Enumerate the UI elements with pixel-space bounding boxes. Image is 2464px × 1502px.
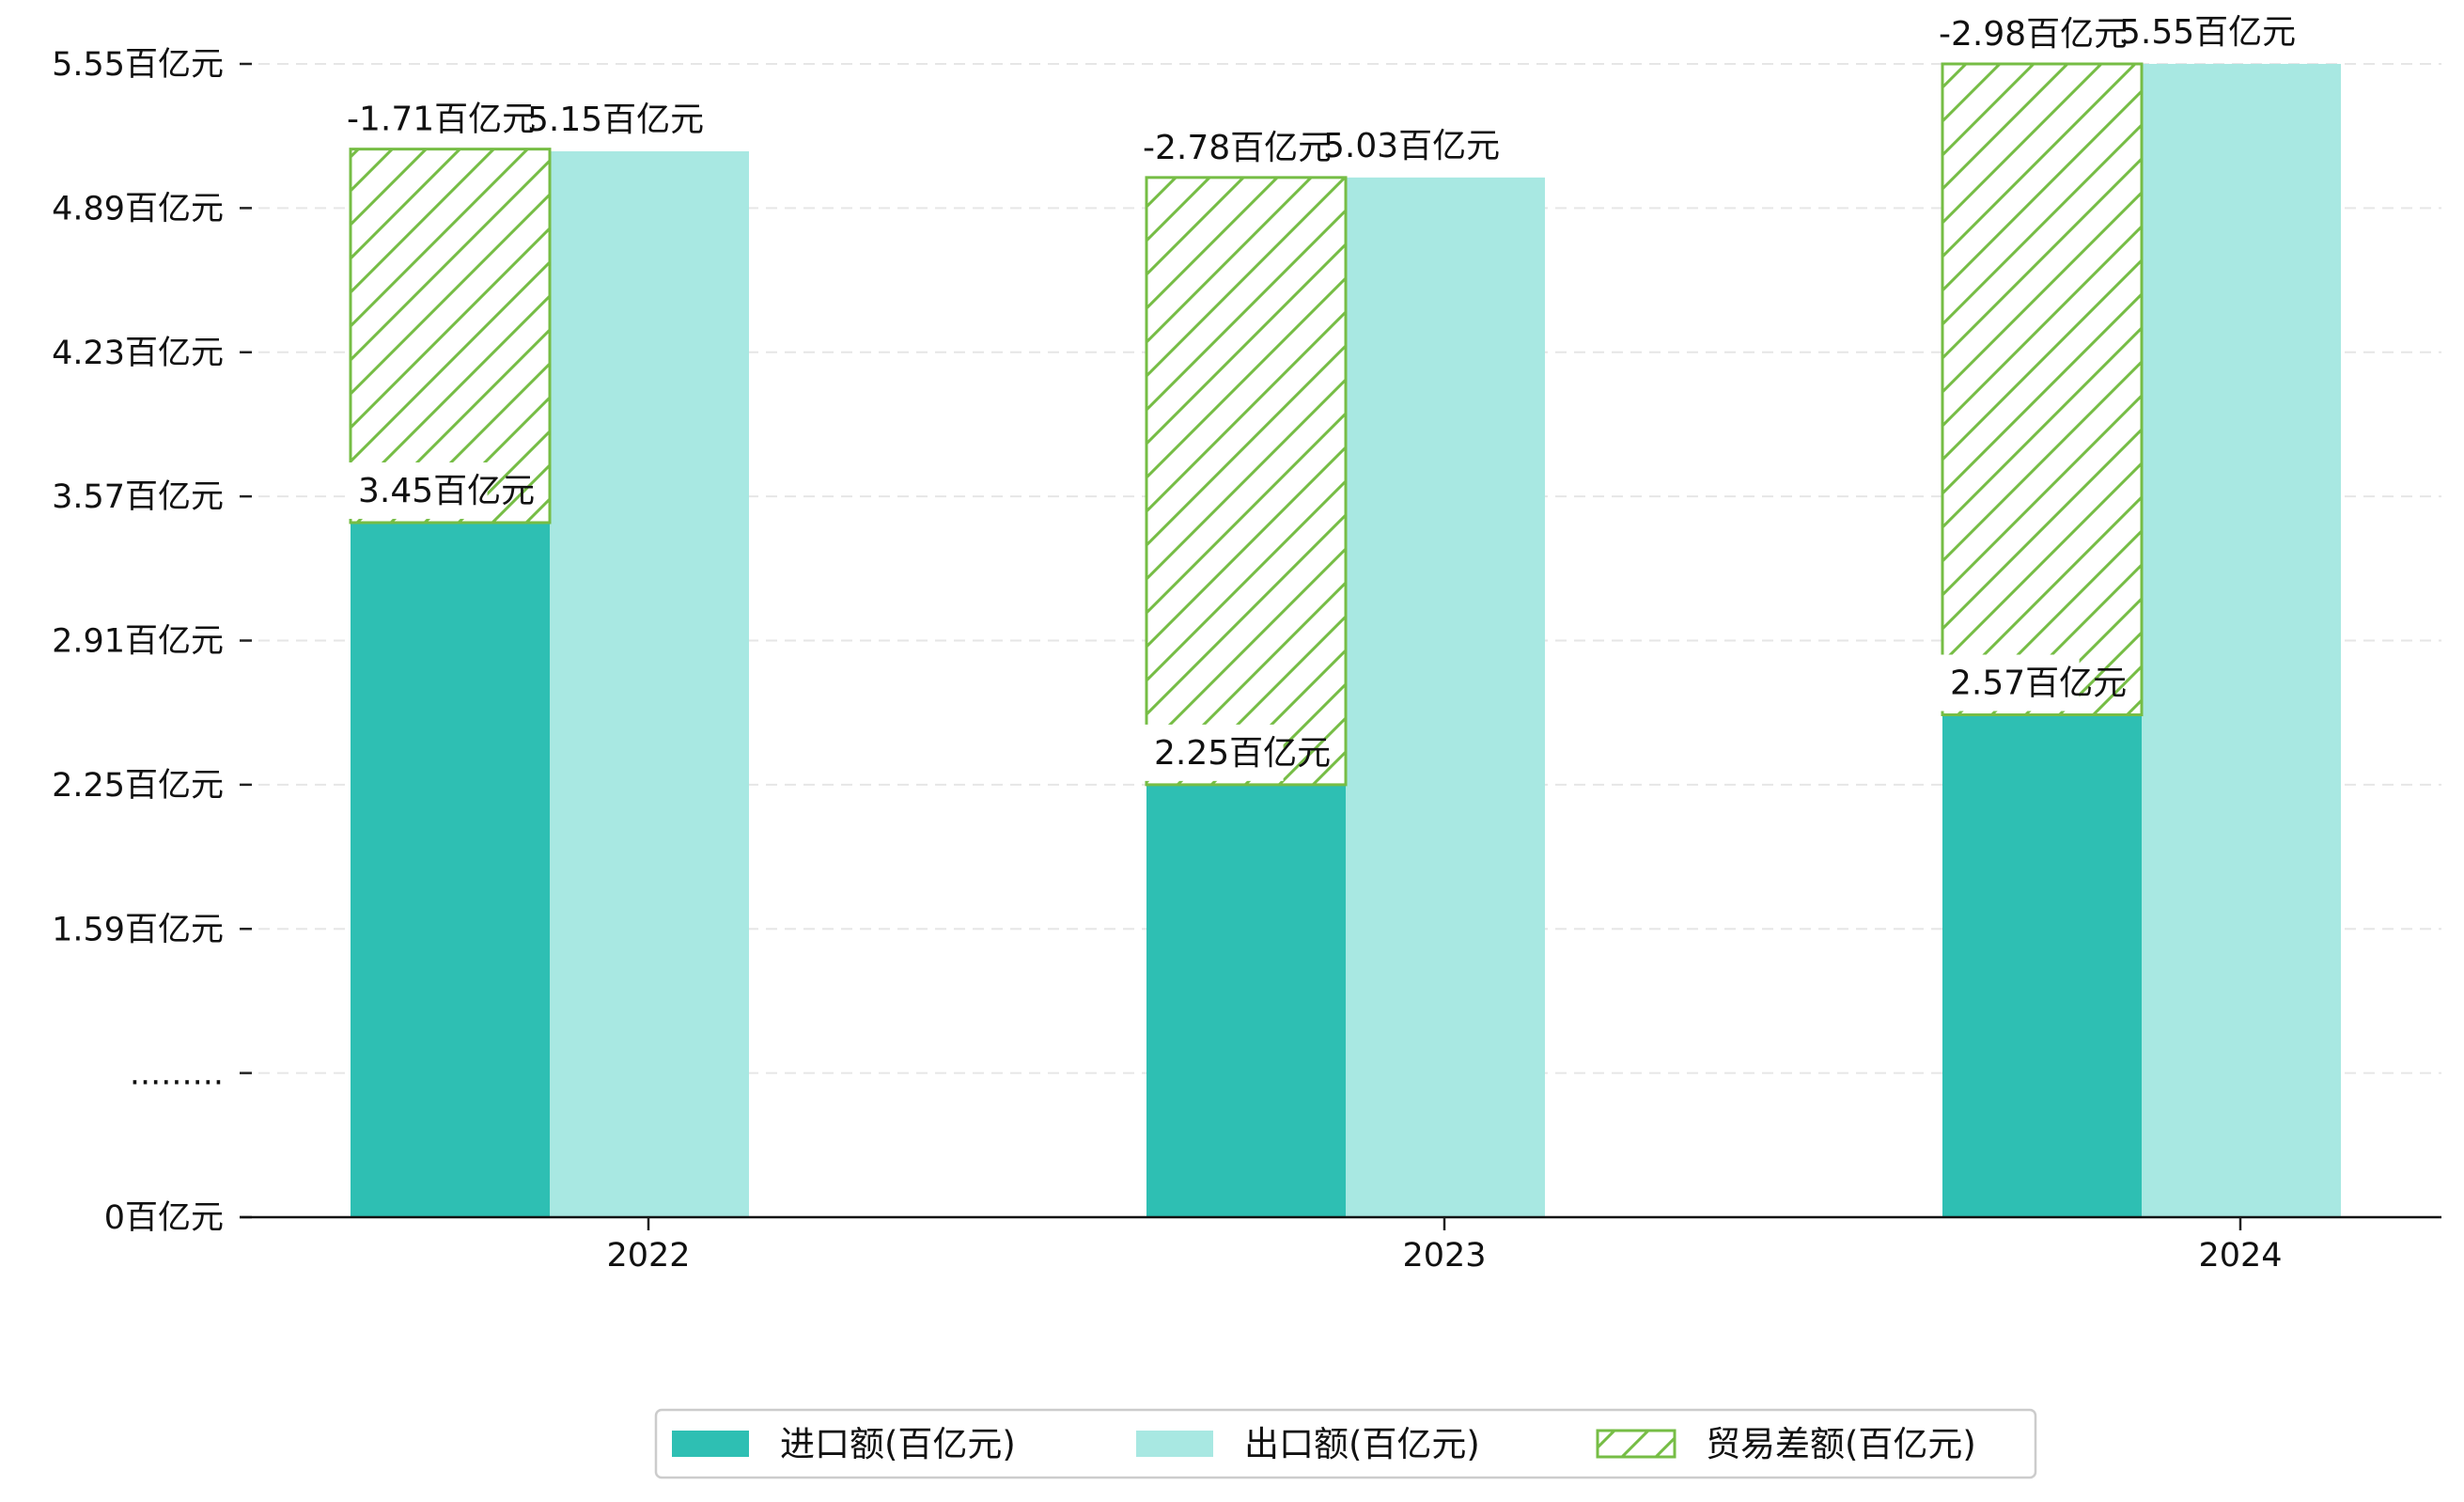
import-label-2022: 3.45百亿元 — [358, 472, 535, 510]
import-bar-2023 — [1146, 784, 1346, 1217]
balance-label-2024-bg — [1927, 6, 2086, 62]
y-tick-label: 1.59百亿元 — [52, 911, 224, 948]
import-label-2022-bg — [347, 462, 488, 520]
y-tick-label: 3.57百亿元 — [52, 478, 224, 516]
export-bar-2024 — [2142, 64, 2341, 1217]
balance-bar-2022 — [349, 148, 552, 524]
import-label-2024: 2.57百亿元 — [1950, 665, 2127, 703]
import-label-2024-bg — [1939, 654, 2080, 712]
import-label-2023: 2.25百亿元 — [1154, 734, 1331, 773]
balance-bar-2024 — [1941, 62, 2144, 717]
legend: 进口额(百亿元) 出口额(百亿元) 贸易差额(百亿元) — [654, 1408, 2037, 1479]
export-label-2022-bg — [516, 90, 657, 148]
balance-label-2024: -2.98百亿元 — [1939, 15, 2128, 54]
x-tick-label: 2022 — [606, 1237, 690, 1275]
x-tick-label: 2024 — [2198, 1237, 2282, 1275]
y-tick-label: 4.89百亿元 — [52, 190, 224, 227]
export-label-2023: 5.03百亿元 — [1323, 127, 1500, 165]
legend-swatch-2 — [1596, 1429, 1676, 1459]
export-label-2024-bg — [2108, 4, 2249, 60]
balance-label-2023-bg — [1131, 118, 1290, 176]
balance-label-2022-group: -1.71百亿元 — [335, 90, 536, 148]
export-label-2023-bg — [1312, 117, 1453, 174]
y-tick-label: 4.23百亿元 — [52, 335, 224, 372]
import-label-2023-bg — [1143, 724, 1284, 781]
y-tick-label: 2.91百亿元 — [52, 623, 224, 661]
import-bar-2022 — [351, 523, 550, 1217]
legend-frame — [654, 1408, 2037, 1479]
balance-label-2023-group: -2.78百亿元 — [1131, 118, 1332, 176]
import-label-2022-group: 3.45百亿元 — [347, 462, 535, 520]
legend-label-1: 出口额(百亿元) — [1244, 1424, 1480, 1464]
x-tick-label: 2023 — [1402, 1237, 1486, 1275]
legend-label-0: 进口额(百亿元) — [780, 1424, 1016, 1464]
balance-label-2022-bg — [335, 90, 494, 148]
export-label-2022-group: 5.15百亿元 — [516, 90, 704, 148]
export-label-2024: 5.55百亿元 — [2119, 13, 2296, 52]
legend-swatch-1 — [1136, 1431, 1213, 1457]
export-label-2023-group: 5.03百亿元 — [1312, 117, 1500, 174]
export-label-2024-group: 5.55百亿元 — [2108, 4, 2296, 60]
y-tick-label: ......... — [130, 1056, 224, 1093]
legend-swatch-0 — [672, 1431, 749, 1457]
balance-label-2024-group: -2.98百亿元 — [1927, 6, 2128, 62]
import-label-2024-group: 2.57百亿元 — [1939, 654, 2127, 712]
balance-bar-2023 — [1145, 176, 1348, 787]
export-bar-2022 — [550, 150, 749, 1217]
y-tick-label: 0百亿元 — [104, 1199, 224, 1237]
balance-label-2023: -2.78百亿元 — [1143, 129, 1332, 167]
export-bar-2023 — [1346, 177, 1545, 1217]
legend-label-2: 贸易差额(百亿元) — [1706, 1424, 1976, 1464]
y-tick-label: 5.55百亿元 — [52, 46, 224, 84]
import-bar-2024 — [1942, 714, 2142, 1217]
import-label-2023-group: 2.25百亿元 — [1143, 724, 1331, 781]
balance-label-2022: -1.71百亿元 — [347, 101, 536, 139]
export-label-2022: 5.15百亿元 — [527, 101, 704, 139]
y-tick-label: 2.25百亿元 — [52, 767, 224, 805]
